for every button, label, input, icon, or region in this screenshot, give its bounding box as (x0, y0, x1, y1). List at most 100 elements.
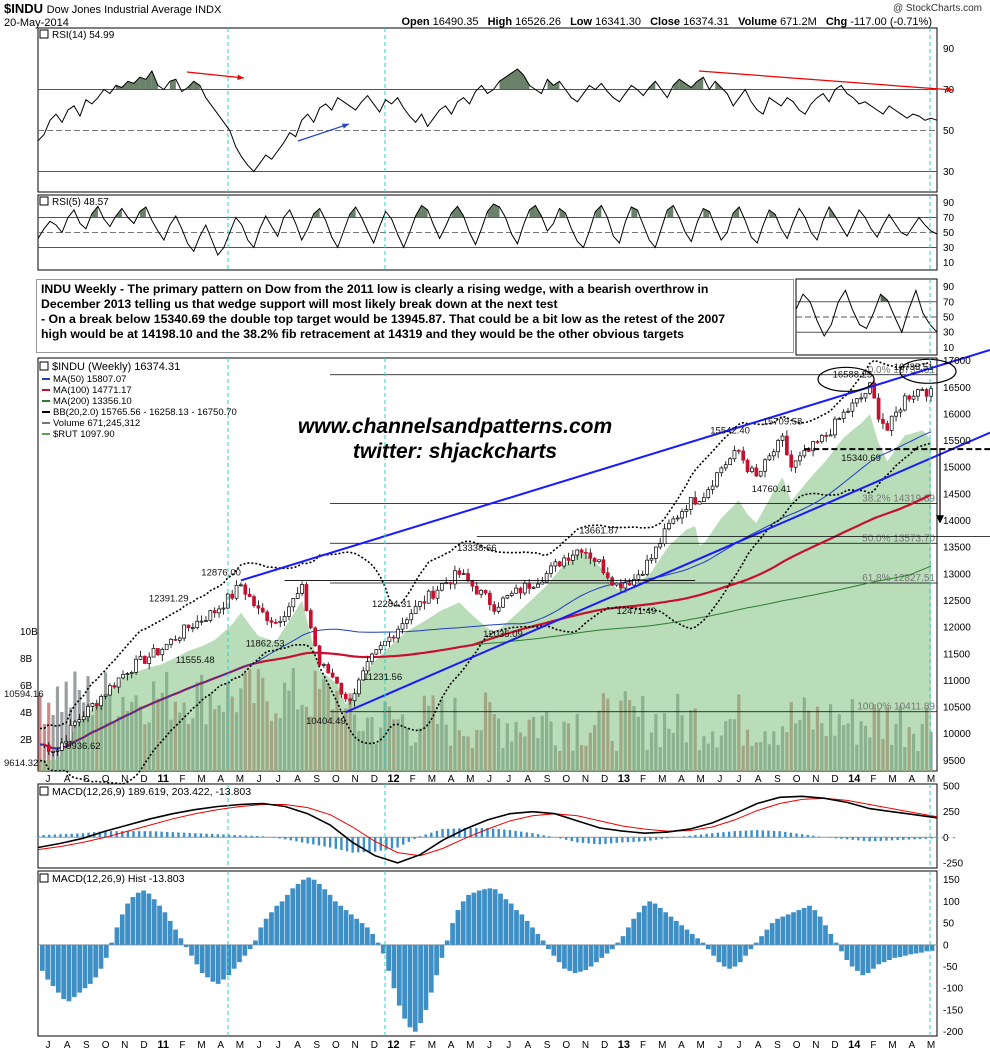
site-watermark: www.channelsandpatterns.com (298, 415, 612, 438)
candle-body (169, 638, 173, 645)
x-tick-label: M (927, 1040, 935, 1051)
macd-histogram-bar (301, 879, 306, 945)
macd-histogram-bar (727, 944, 732, 969)
candle-body (94, 703, 99, 707)
macd-histogram-bar (247, 944, 253, 950)
macd-hist-bar (289, 837, 293, 841)
candle-body (86, 706, 90, 718)
macd-histogram-bar (103, 944, 109, 958)
candle-body (361, 670, 366, 681)
y-tick-label: 14500 (943, 489, 971, 500)
macd-hist-bar (121, 831, 124, 838)
candle-body (785, 435, 789, 456)
x-tick-label: J (737, 774, 742, 785)
y-tick-label: 17000 (943, 356, 971, 367)
y-tick-label: 50 (943, 919, 955, 930)
x-tick-label: N (352, 774, 359, 785)
macd-hist-bar (913, 837, 916, 840)
overbought-area (499, 77, 506, 90)
macd-hist-bar (295, 837, 298, 842)
rsi5-panel (37, 194, 938, 271)
candle-body (295, 593, 300, 599)
macd-histogram-bar (620, 936, 626, 945)
y-tick-label: -150 (943, 1005, 963, 1016)
candle-body (894, 411, 898, 417)
candle-body (841, 411, 846, 419)
macd-histogram-bar (801, 907, 807, 945)
macd-histogram-bar (732, 944, 738, 967)
overbought-area (139, 77, 146, 90)
candle-body (156, 648, 160, 656)
macd-histogram-bar (705, 944, 711, 950)
macd-histogram-bar (455, 910, 461, 945)
x-tick-label: 11 (157, 1039, 169, 1051)
macd-histogram-bar (364, 927, 370, 945)
macd-hist-bar (475, 828, 478, 838)
overbought-area (553, 81, 560, 90)
macd-hist-bar (53, 834, 57, 838)
candle-body (924, 389, 929, 397)
macd-hist-bar (615, 837, 618, 843)
macd-histogram-bar (903, 944, 908, 956)
x-tick-label: S (544, 1040, 551, 1051)
candle-body (619, 582, 623, 589)
x-tick-label: F (410, 1040, 416, 1051)
macd-hist-bar (739, 830, 742, 838)
macd-histogram-bar (583, 944, 589, 970)
macd-hist-bar (239, 835, 242, 838)
macd-histogram-bar (908, 944, 914, 955)
macd-histogram-bar (626, 927, 631, 945)
candle-body (470, 580, 475, 587)
macd-hist-bar (300, 837, 304, 843)
x-tick-label: M (696, 774, 704, 785)
candle-body (405, 619, 409, 624)
macd-histogram-bar (380, 944, 386, 954)
macd-histogram-bar (199, 944, 205, 974)
macd-hist-bar (98, 831, 102, 838)
macd-hist-bar (660, 837, 663, 840)
macd-histogram-bar (370, 933, 376, 945)
overbought-area (421, 205, 428, 218)
x-tick-label: M (197, 774, 205, 785)
x-tick-label: A (64, 1040, 71, 1051)
candle-body (833, 418, 837, 436)
macd-hist-bar (328, 837, 332, 848)
x-tick-label: J (46, 1040, 51, 1051)
macd-histogram-bar (498, 893, 503, 945)
macd-histogram-bar (721, 944, 727, 967)
macd-histogram-bar (689, 933, 695, 945)
panel-icon (39, 873, 49, 883)
macd-hist-bar (851, 837, 854, 840)
macd-histogram-bar (839, 944, 844, 952)
macd-hist-bar (205, 833, 208, 838)
ticker-title: $INDU Dow Jones Industrial Average INDX (4, 1, 221, 16)
macd-hist-bar (441, 829, 444, 838)
x-tick-label: O (562, 1040, 570, 1051)
macd-histogram-bar (791, 912, 796, 945)
candle-body (518, 587, 523, 594)
macd-histogram-bar (77, 944, 83, 993)
volume-label: Volume (738, 16, 777, 28)
candle-body (300, 584, 304, 594)
macd-hist-bar (255, 835, 259, 838)
x-tick-label: J (717, 774, 722, 785)
candle-body (828, 434, 833, 437)
macd-histogram-bar (562, 944, 567, 969)
candle-body (479, 590, 483, 595)
macd-hist-bar (593, 837, 596, 844)
candle-body (758, 470, 763, 477)
pivot-label: 9614.32 (4, 758, 38, 769)
candle-body (776, 440, 780, 453)
candle-body (798, 455, 802, 462)
macd-hist-bar (345, 837, 349, 852)
macd-histogram-bar (258, 927, 264, 945)
macd-hist-bar (621, 837, 624, 843)
macd-hist-bar (137, 831, 141, 838)
macd-histogram-bar (391, 944, 397, 989)
x-tick-label: A (294, 774, 301, 785)
x-tick-label: M (888, 1040, 896, 1051)
x-tick-label: A (755, 774, 762, 785)
fib-level-label: 61.8% 12827.51 (862, 573, 935, 584)
macd-hist-bar (907, 837, 911, 840)
